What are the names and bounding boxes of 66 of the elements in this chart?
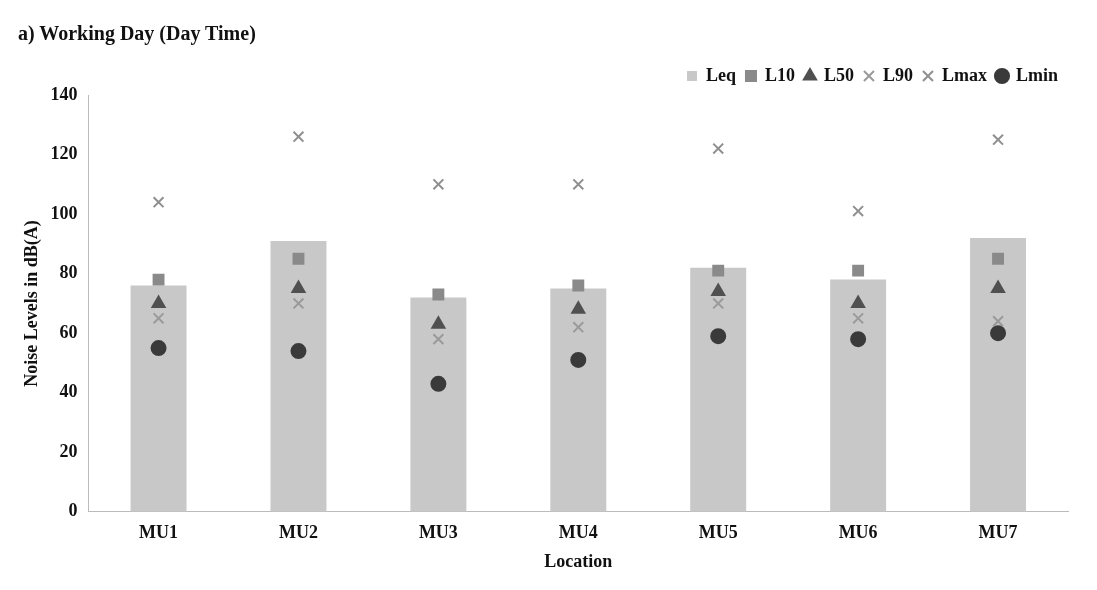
bar	[410, 297, 467, 512]
x-tick-label: MU4	[558, 522, 598, 543]
y-tick-label: 20	[59, 440, 78, 461]
point	[990, 325, 1007, 342]
point	[432, 288, 445, 301]
point	[851, 295, 866, 308]
point	[292, 297, 305, 310]
legend-label: L10	[764, 64, 795, 85]
point	[152, 196, 165, 209]
point	[292, 252, 305, 265]
point	[712, 297, 725, 310]
y-axis-title: Noise Levels in dB(A)	[21, 220, 43, 387]
y-tick-label: 40	[59, 381, 78, 402]
y-tick-label: 80	[59, 262, 78, 283]
bar	[690, 267, 747, 512]
bar	[550, 288, 607, 512]
legend-label: Lmax	[941, 64, 987, 85]
point	[571, 301, 586, 314]
legend-label: Leq	[705, 64, 736, 85]
point	[290, 343, 307, 360]
bar	[830, 279, 887, 512]
point	[431, 316, 446, 329]
y-tick-label: 120	[50, 143, 78, 164]
y-tick-label: 100	[50, 202, 78, 223]
legend-label: L50	[823, 64, 854, 85]
point	[712, 142, 725, 155]
point	[152, 312, 165, 325]
point	[852, 264, 865, 277]
x-tick-label: MU1	[139, 522, 179, 543]
legend-label: L90	[882, 64, 913, 85]
legend-label: Lmin	[1015, 64, 1058, 85]
point	[291, 280, 306, 294]
point	[850, 331, 867, 348]
point	[292, 130, 305, 143]
point	[572, 178, 585, 191]
point	[150, 340, 167, 357]
bar	[970, 237, 1027, 512]
point	[710, 328, 727, 345]
x-tick-label: MU6	[838, 522, 878, 543]
point	[992, 133, 1004, 146]
point	[990, 280, 1006, 294]
point	[432, 333, 445, 346]
x-tick-label: MU7	[978, 522, 1018, 543]
x-axis-title: Location	[544, 550, 613, 571]
point	[572, 279, 585, 292]
point	[152, 273, 165, 286]
y-tick-label: 0	[68, 500, 78, 521]
point	[852, 205, 865, 218]
point	[432, 178, 445, 191]
point	[992, 252, 1004, 265]
point	[570, 351, 587, 368]
point	[712, 264, 725, 277]
point	[430, 375, 447, 392]
y-tick-label: 140	[50, 83, 78, 104]
point	[992, 315, 1004, 328]
y-tick-label: 60	[59, 321, 78, 342]
point	[572, 321, 585, 334]
x-tick-label: MU2	[278, 522, 318, 543]
x-tick-label: MU3	[418, 522, 458, 543]
x-tick-label: MU5	[698, 522, 738, 543]
point	[711, 283, 726, 296]
point	[151, 295, 166, 308]
bar	[270, 240, 327, 512]
chart-title: a) Working Day (Day Time)	[18, 22, 256, 46]
point	[852, 312, 865, 325]
bar	[130, 285, 187, 512]
